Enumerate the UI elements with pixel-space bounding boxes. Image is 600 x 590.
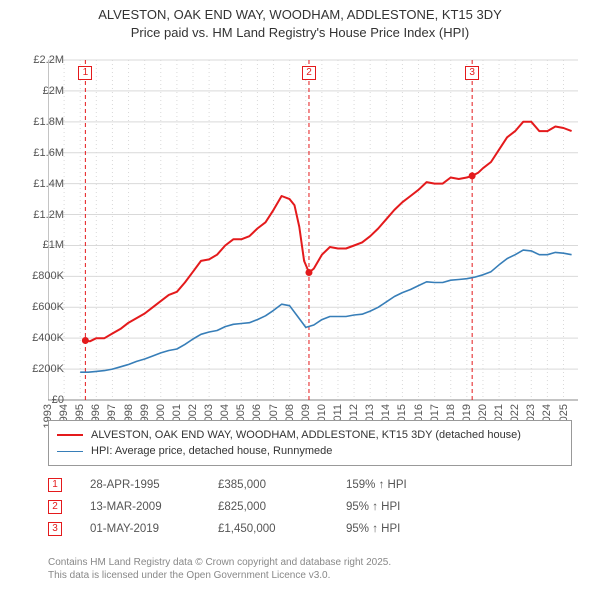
y-tick-label: £1.2M <box>20 209 64 221</box>
y-tick-label: £1.8M <box>20 116 64 128</box>
sale-event-number: 2 <box>48 500 62 514</box>
y-tick-label: £800K <box>20 270 64 282</box>
sale-event-date: 01-MAY-2019 <box>90 523 190 535</box>
event-marker-flag: 1 <box>78 66 92 80</box>
event-marker-flag: 3 <box>465 66 479 80</box>
y-tick-label: £2.2M <box>20 54 64 66</box>
y-tick-label: £1.6M <box>20 147 64 159</box>
legend-label: ALVESTON, OAK END WAY, WOODHAM, ADDLESTO… <box>91 429 521 441</box>
legend-swatch <box>57 434 83 436</box>
sale-event-date: 13-MAR-2009 <box>90 501 190 513</box>
legend-item: ALVESTON, OAK END WAY, WOODHAM, ADDLESTO… <box>57 427 563 443</box>
footnote-line-1: Contains HM Land Registry data © Crown c… <box>48 556 572 569</box>
legend-label: HPI: Average price, detached house, Runn… <box>91 445 332 457</box>
sale-event-row: 1 28-APR-1995 £385,000 159% ↑ HPI <box>48 474 572 496</box>
sale-events-table: 1 28-APR-1995 £385,000 159% ↑ HPI 2 13-MAR-20… <box>48 474 572 540</box>
sale-event-number: 3 <box>48 522 62 536</box>
title-sub: Price paid vs. HM Land Registry's House … <box>0 24 600 42</box>
sale-event-price: £385,000 <box>218 479 318 491</box>
y-tick-label: £600K <box>20 301 64 313</box>
title-main: ALVESTON, OAK END WAY, WOODHAM, ADDLESTO… <box>0 6 600 24</box>
price-chart <box>48 50 578 410</box>
chart-title: ALVESTON, OAK END WAY, WOODHAM, ADDLESTO… <box>0 0 600 41</box>
sale-event-date: 28-APR-1995 <box>90 479 190 491</box>
sale-event-row: 2 13-MAR-2009 £825,000 95% ↑ HPI <box>48 496 572 518</box>
sale-event-pct: 95% ↑ HPI <box>346 523 456 535</box>
y-tick-label: £200K <box>20 363 64 375</box>
y-tick-label: £1M <box>20 239 64 251</box>
event-marker-flag: 2 <box>302 66 316 80</box>
footnote-line-2: This data is licensed under the Open Gov… <box>48 569 572 582</box>
footnote: Contains HM Land Registry data © Crown c… <box>48 556 572 582</box>
sale-event-row: 3 01-MAY-2019 £1,450,000 95% ↑ HPI <box>48 518 572 540</box>
legend-swatch <box>57 451 83 452</box>
legend: ALVESTON, OAK END WAY, WOODHAM, ADDLESTO… <box>48 420 572 466</box>
sale-event-number: 1 <box>48 478 62 492</box>
sale-event-price: £825,000 <box>218 501 318 513</box>
y-tick-label: £400K <box>20 332 64 344</box>
sale-event-price: £1,450,000 <box>218 523 318 535</box>
sale-event-pct: 159% ↑ HPI <box>346 479 456 491</box>
sale-event-pct: 95% ↑ HPI <box>346 501 456 513</box>
y-tick-label: £1.4M <box>20 178 64 190</box>
legend-item: HPI: Average price, detached house, Runn… <box>57 443 563 459</box>
y-tick-label: £2M <box>20 85 64 97</box>
